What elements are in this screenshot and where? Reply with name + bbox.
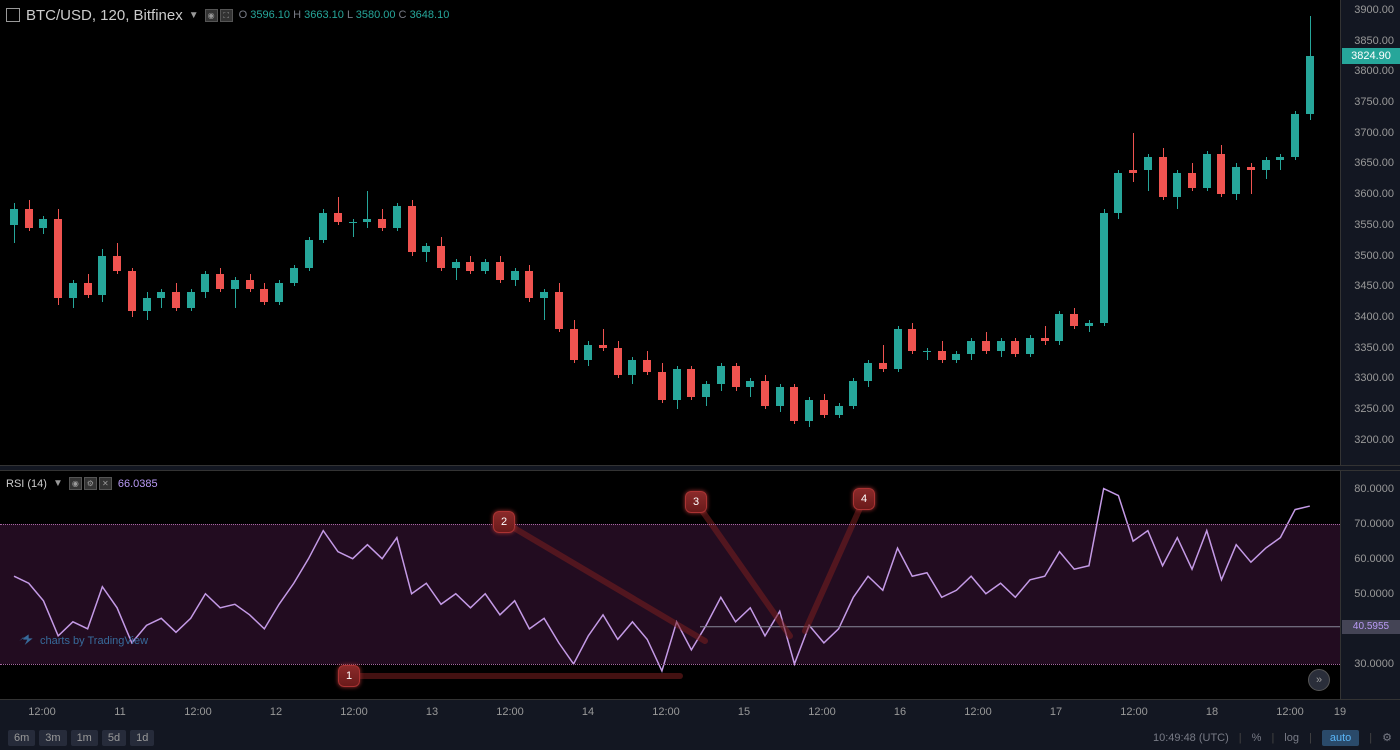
annotation-marker[interactable]: 3 bbox=[685, 491, 707, 513]
rsi-value: 66.0385 bbox=[118, 478, 158, 490]
candlestick-canvas[interactable] bbox=[0, 0, 1340, 465]
log-button[interactable]: log bbox=[1284, 732, 1299, 744]
fullscreen-icon[interactable]: ⛶ bbox=[220, 9, 233, 22]
chart-mini-controls: ◉ ⛶ bbox=[205, 9, 233, 22]
rsi-header: RSI (14) ▼ ◉ ⚙ ✕ 66.0385 bbox=[6, 477, 158, 490]
tradingview-badge[interactable]: charts by TradingView bbox=[18, 633, 148, 649]
resolution-5d[interactable]: 5d bbox=[102, 730, 126, 746]
gear-icon[interactable]: ⚙ bbox=[1382, 731, 1392, 744]
bottom-toolbar: 6m3m1m5d1d 10:49:48 (UTC) | % | log | au… bbox=[0, 725, 1400, 750]
rsi-mini-controls: ◉ ⚙ ✕ bbox=[69, 477, 112, 490]
resolution-1m[interactable]: 1m bbox=[71, 730, 98, 746]
settings-icon[interactable]: ⚙ bbox=[84, 477, 97, 490]
eye-icon[interactable]: ◉ bbox=[69, 477, 82, 490]
rsi-title[interactable]: RSI (14) bbox=[6, 478, 47, 490]
rsi-axis[interactable]: 80.000070.000060.000050.000040.000030.00… bbox=[1340, 471, 1400, 699]
resolution-3m[interactable]: 3m bbox=[39, 730, 66, 746]
annotation-marker[interactable]: 4 bbox=[853, 488, 875, 510]
layout-icon[interactable] bbox=[6, 8, 20, 22]
chevron-down-icon[interactable]: ▼ bbox=[189, 10, 199, 21]
annotation-marker[interactable]: 2 bbox=[493, 511, 515, 533]
symbol-title[interactable]: BTC/USD, 120, Bitfinex bbox=[26, 7, 183, 24]
expand-icon[interactable]: » bbox=[1308, 669, 1330, 691]
ohlc-readout: O 3596.10 H 3663.10 L 3580.00 C 3648.10 bbox=[239, 9, 450, 21]
chart-header: BTC/USD, 120, Bitfinex ▼ ◉ ⛶ O 3596.10 H… bbox=[6, 4, 449, 26]
clock: 10:49:48 (UTC) bbox=[1153, 732, 1229, 744]
price-axis[interactable]: 3900.003850.003800.003750.003700.003650.… bbox=[1340, 0, 1400, 465]
time-axis[interactable]: 12:001112:001212:001312:001412:001512:00… bbox=[0, 699, 1400, 725]
resolution-1d[interactable]: 1d bbox=[130, 730, 154, 746]
auto-button[interactable]: auto bbox=[1322, 730, 1359, 746]
close-icon[interactable]: ✕ bbox=[99, 477, 112, 490]
price-chart-panel[interactable]: BTC/USD, 120, Bitfinex ▼ ◉ ⛶ O 3596.10 H… bbox=[0, 0, 1400, 465]
chevron-down-icon[interactable]: ▼ bbox=[53, 478, 63, 489]
percent-button[interactable]: % bbox=[1252, 732, 1262, 744]
annotation-marker[interactable]: 1 bbox=[338, 665, 360, 687]
eye-icon[interactable]: ◉ bbox=[205, 9, 218, 22]
rsi-panel[interactable]: RSI (14) ▼ ◉ ⚙ ✕ 66.0385 80.000070.00006… bbox=[0, 471, 1400, 699]
resolution-6m[interactable]: 6m bbox=[8, 730, 35, 746]
